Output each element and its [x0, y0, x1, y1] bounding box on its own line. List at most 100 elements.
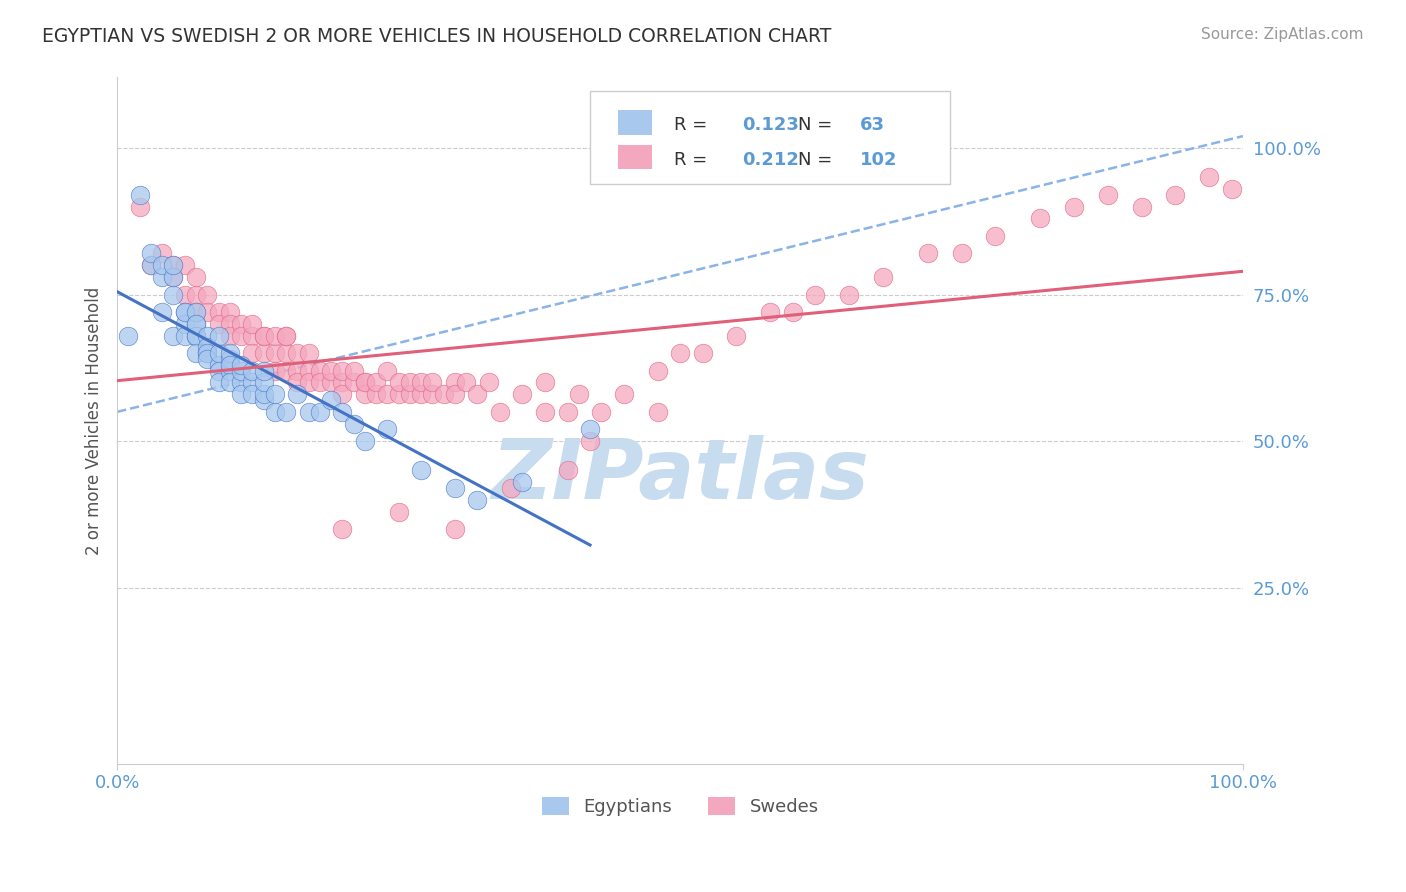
Point: [1063, 200, 1085, 214]
Point: [388, 387, 411, 401]
Point: [139, 246, 162, 260]
Point: [354, 387, 377, 401]
Point: [252, 328, 274, 343]
Point: [150, 305, 173, 319]
Point: [330, 405, 353, 419]
Text: R =: R =: [675, 151, 713, 169]
Point: [195, 287, 218, 301]
Point: [342, 376, 364, 390]
Text: 102: 102: [860, 151, 897, 169]
Point: [274, 346, 297, 360]
Point: [297, 376, 319, 390]
Point: [297, 346, 319, 360]
Point: [229, 364, 252, 378]
Point: [252, 387, 274, 401]
Point: [240, 364, 263, 378]
Point: [330, 387, 353, 401]
FancyBboxPatch shape: [619, 145, 652, 169]
Point: [422, 387, 444, 401]
Point: [184, 287, 207, 301]
Text: Source: ZipAtlas.com: Source: ZipAtlas.com: [1201, 27, 1364, 42]
Point: [229, 328, 252, 343]
Point: [444, 387, 467, 401]
Point: [184, 305, 207, 319]
Point: [184, 328, 207, 343]
Point: [162, 269, 184, 284]
Point: [218, 346, 240, 360]
Text: R =: R =: [675, 117, 713, 135]
Point: [195, 346, 218, 360]
Point: [467, 492, 489, 507]
Point: [274, 328, 297, 343]
Point: [218, 358, 240, 372]
Point: [557, 405, 579, 419]
Point: [150, 246, 173, 260]
Point: [195, 352, 218, 367]
Point: [173, 317, 195, 331]
Point: [308, 364, 330, 378]
Point: [613, 387, 636, 401]
Point: [117, 328, 139, 343]
Point: [591, 405, 613, 419]
Text: EGYPTIAN VS SWEDISH 2 OR MORE VEHICLES IN HOUSEHOLD CORRELATION CHART: EGYPTIAN VS SWEDISH 2 OR MORE VEHICLES I…: [42, 27, 831, 45]
Point: [1164, 187, 1187, 202]
Point: [308, 405, 330, 419]
Point: [399, 376, 422, 390]
Point: [285, 376, 308, 390]
Point: [478, 376, 501, 390]
Point: [218, 352, 240, 367]
Point: [669, 346, 692, 360]
Text: N =: N =: [799, 117, 838, 135]
Point: [411, 376, 433, 390]
Point: [759, 305, 782, 319]
Legend: Egyptians, Swedes: Egyptians, Swedes: [534, 789, 825, 823]
Point: [207, 358, 229, 372]
Text: 0.123: 0.123: [742, 117, 799, 135]
Point: [354, 376, 377, 390]
Point: [173, 328, 195, 343]
Point: [308, 376, 330, 390]
Point: [534, 376, 557, 390]
Point: [917, 246, 939, 260]
Point: [218, 376, 240, 390]
Point: [319, 364, 342, 378]
Point: [444, 376, 467, 390]
Point: [263, 405, 285, 419]
Point: [207, 376, 229, 390]
Point: [692, 346, 714, 360]
Point: [647, 405, 669, 419]
Point: [252, 376, 274, 390]
Point: [240, 376, 263, 390]
Point: [252, 364, 274, 378]
Point: [377, 387, 399, 401]
Point: [195, 328, 218, 343]
Point: [184, 346, 207, 360]
Point: [342, 417, 364, 431]
Point: [377, 364, 399, 378]
Point: [647, 364, 669, 378]
Point: [263, 364, 285, 378]
Point: [366, 387, 388, 401]
Point: [150, 258, 173, 272]
Point: [218, 364, 240, 378]
Point: [184, 317, 207, 331]
Point: [128, 200, 150, 214]
Point: [388, 505, 411, 519]
Point: [1198, 170, 1220, 185]
Point: [388, 376, 411, 390]
Point: [579, 422, 602, 436]
Point: [872, 269, 894, 284]
Text: 63: 63: [860, 117, 886, 135]
Text: 0.212: 0.212: [742, 151, 799, 169]
Point: [285, 364, 308, 378]
Point: [433, 387, 456, 401]
Point: [725, 328, 748, 343]
Point: [366, 376, 388, 390]
Point: [162, 258, 184, 272]
Text: N =: N =: [799, 151, 838, 169]
Point: [330, 522, 353, 536]
Point: [139, 258, 162, 272]
Point: [354, 434, 377, 449]
Point: [207, 346, 229, 360]
Point: [285, 387, 308, 401]
